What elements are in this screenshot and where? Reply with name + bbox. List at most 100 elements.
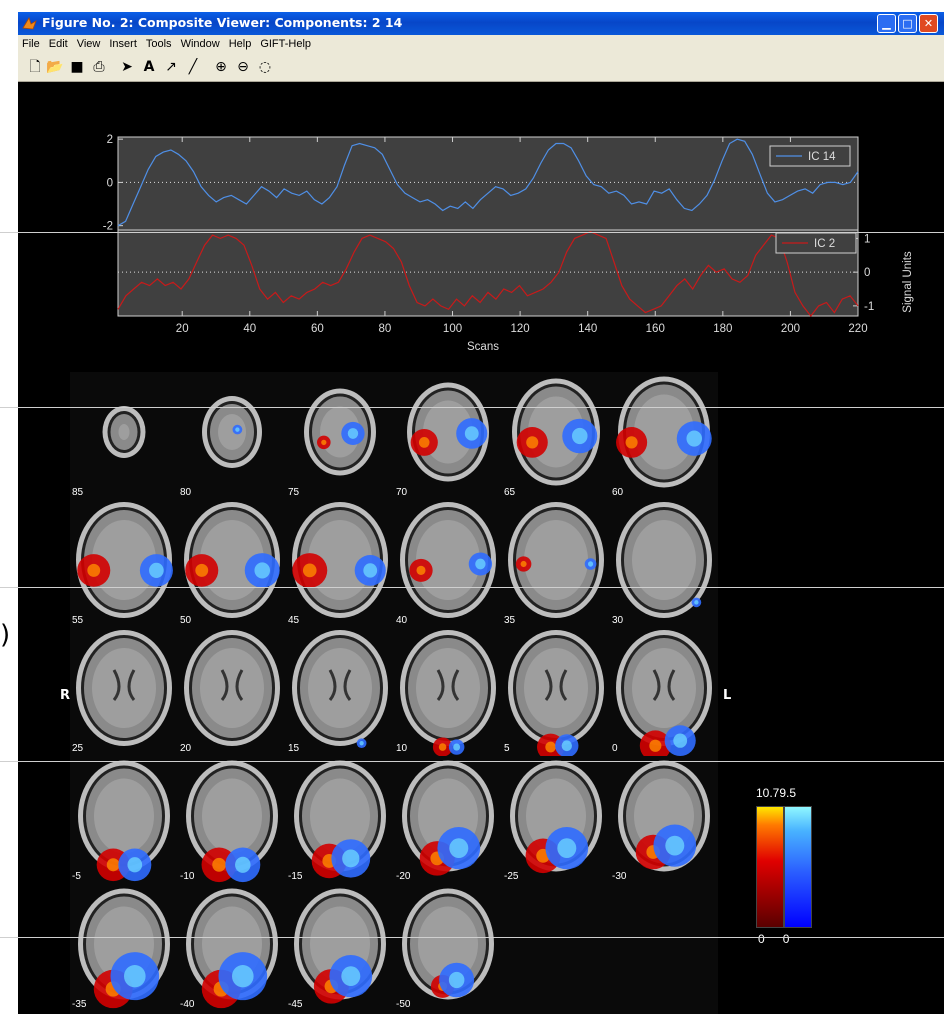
menu-help[interactable]: Help — [228, 38, 252, 50]
slice-label: 15 — [288, 743, 300, 754]
text-icon[interactable]: A — [143, 59, 155, 75]
menu-window[interactable]: Window — [180, 38, 220, 50]
y-axis-label: Signal Units — [902, 251, 914, 313]
slice-label: -35 — [72, 999, 87, 1010]
toolbar: 🗋 📂 ■ ⎙ ➤ A ↗ ╱ ⊕ ⊖ ◌ — [18, 55, 944, 82]
figure-window: Figure No. 2: Composite Viewer: Componen… — [18, 12, 944, 1014]
brain-slice: 25 — [70, 628, 178, 756]
slice-label: -15 — [288, 871, 303, 882]
slice-label: 80 — [180, 487, 192, 498]
slice-label: -30 — [612, 871, 627, 882]
colorbar-min-warm: 0 — [758, 932, 765, 946]
slice-label: 10 — [396, 743, 408, 754]
menu-edit[interactable]: Edit — [48, 38, 68, 50]
rotate-icon[interactable]: ◌ — [258, 59, 272, 75]
arrow-icon[interactable]: ➤ — [121, 59, 133, 75]
x-tick-label: 40 — [243, 323, 256, 335]
legend-box — [775, 232, 857, 254]
brain-slice: 45 — [286, 500, 394, 628]
timecourse-plot: 20-2IC 14 10-1IC 2 20 40 60 80 100 120 140 160 1… — [103, 134, 914, 353]
legend-box — [769, 145, 851, 167]
slice-label: -45 — [288, 999, 303, 1010]
slice-label: 20 — [180, 743, 192, 754]
page-rule — [0, 761, 944, 762]
page-rule — [0, 587, 944, 588]
side-label-right: R — [60, 688, 71, 703]
arrow-line-icon[interactable]: ↗ — [165, 59, 177, 75]
brain-slice: -15 — [286, 756, 394, 884]
brain-slice: 5 — [502, 628, 610, 756]
x-axis-label: Scans — [467, 341, 499, 353]
series-line-1 — [117, 138, 859, 227]
colorbar-min-cool: 0 — [782, 932, 790, 946]
line-icon[interactable]: ╱ — [188, 59, 198, 75]
print-icon[interactable]: ⎙ — [93, 59, 105, 75]
page-fragment-paren: ) — [0, 620, 11, 650]
brain-slice: -45 — [286, 884, 394, 1012]
brain-slice: -35 — [70, 884, 178, 1012]
x-tick-label: 220 — [848, 323, 867, 335]
brain-slice: 75 — [286, 372, 394, 500]
zoom-in-icon[interactable]: ⊕ — [215, 59, 227, 75]
x-tick-label: 60 — [311, 323, 324, 335]
close-button[interactable]: ✕ — [919, 14, 938, 33]
x-tick-label: 200 — [781, 323, 800, 335]
menu-bar: File Edit View Insert Tools Window Help GIFT-He… — [18, 35, 944, 55]
new-icon[interactable]: 🗋 — [29, 59, 41, 75]
brain-slice: -40 — [178, 884, 286, 1012]
slice-label: 25 — [72, 743, 84, 754]
maximize-icon: □ — [902, 17, 913, 30]
slice-label: 5 — [504, 743, 510, 754]
slice-label: 85 — [72, 487, 84, 498]
axes-ic14: 2 0 -2 IC 14 — [103, 134, 859, 233]
menu-insert[interactable]: Insert — [109, 38, 137, 50]
legend: IC 14 — [769, 145, 851, 167]
menu-gift-help[interactable]: GIFT-Help — [260, 38, 312, 50]
x-tick-label: 120 — [511, 323, 530, 335]
brain-slice: 55 — [70, 500, 178, 628]
y-tick-label: 0 — [864, 267, 870, 279]
brain-slice: 40 — [394, 500, 502, 628]
close-icon: ✕ — [923, 17, 934, 30]
colorbar-warm — [756, 806, 784, 928]
menu-view[interactable]: View — [76, 38, 101, 50]
menu-tools[interactable]: Tools — [145, 38, 172, 50]
minimize-button[interactable]: ▁ — [877, 14, 896, 33]
brain-slice: 70 — [394, 372, 502, 500]
brain-slice: 50 — [178, 500, 286, 628]
figure-canvas: 2 0 -2 IC 14 1 0 -1 IC 2 20 40 60 80 100 120 140 160 1… — [18, 82, 944, 1014]
colorbar-max-warm: 10.7 — [756, 786, 780, 800]
brain-slice: 85 — [70, 372, 178, 500]
page-rule — [0, 407, 944, 408]
maximize-button[interactable]: □ — [898, 14, 917, 33]
y-tick-label: -2 — [103, 221, 113, 233]
brain-slice: -25 — [502, 756, 610, 884]
y-tick-label: 1 — [864, 233, 870, 245]
y-tick-label: -1 — [864, 301, 874, 313]
save-icon[interactable]: ■ — [70, 59, 84, 75]
window-title: Figure No. 2: Composite Viewer: Componen… — [42, 15, 403, 30]
plot-area — [117, 229, 859, 317]
slice-label: 50 — [180, 615, 192, 626]
menu-file[interactable]: File — [22, 38, 40, 50]
plot-area — [117, 136, 859, 231]
legend: IC 2 — [775, 232, 857, 254]
slice-label: 75 — [288, 487, 300, 498]
zoom-out-icon[interactable]: ⊖ — [237, 59, 249, 75]
y-tick-label: 2 — [107, 134, 113, 146]
x-tick-label: 140 — [578, 323, 597, 335]
brain-slice: -10 — [178, 756, 286, 884]
slice-label: 60 — [612, 487, 624, 498]
brain-slice: 20 — [178, 628, 286, 756]
slice-label: -50 — [396, 999, 411, 1010]
brain-slice: 80 — [178, 372, 286, 500]
x-axis: 20 40 60 80 100 120 140 160 180 200 220 — [176, 137, 868, 335]
title-bar[interactable]: Figure No. 2: Composite Viewer: Componen… — [18, 12, 944, 35]
x-tick-label: 180 — [713, 323, 732, 335]
slice-label: -20 — [396, 871, 411, 882]
slice-label: -5 — [72, 871, 81, 882]
slice-label: 40 — [396, 615, 408, 626]
slice-label: -40 — [180, 999, 195, 1010]
open-icon[interactable]: 📂 — [46, 59, 64, 75]
